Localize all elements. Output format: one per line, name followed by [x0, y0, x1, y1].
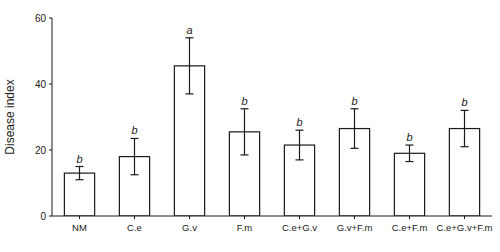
error-cap: [131, 138, 139, 139]
x-tick-label: C.e+G.v: [282, 222, 317, 233]
x-tick: [464, 216, 465, 219]
x-tick: [299, 216, 300, 219]
x-tick: [354, 216, 355, 219]
x-tick-label: C.e+F.m: [392, 222, 428, 233]
error-bar: [131, 138, 139, 174]
error-line: [79, 167, 80, 180]
x-tick-label: G.v: [182, 222, 197, 233]
error-cap: [131, 174, 139, 175]
chart-svg: b b a b b b b b 0 20 40 60 NM C.e G.v F.m C.e+G.v G.v+F.m…: [0, 0, 500, 252]
x-tick: [409, 216, 410, 219]
error-cap: [186, 37, 194, 38]
y-tick-label: 0: [40, 211, 46, 222]
bar: [394, 153, 424, 216]
error-line: [409, 145, 410, 162]
error-cap: [351, 108, 359, 109]
error-cap: [461, 146, 469, 147]
error-bar: [406, 145, 414, 162]
x-tick-label: NM: [72, 222, 87, 233]
significance-label: b: [131, 124, 137, 136]
error-cap: [76, 166, 84, 167]
error-bar: [461, 110, 469, 146]
y-tick: [49, 84, 52, 85]
error-cap: [351, 148, 359, 149]
y-tick-label: 60: [35, 13, 47, 24]
y-tick-label: 20: [35, 145, 47, 156]
error-cap: [296, 159, 304, 160]
error-cap: [406, 144, 414, 145]
y-tick: [49, 150, 52, 151]
significance-label: a: [186, 24, 192, 36]
error-line: [354, 109, 355, 149]
error-cap: [406, 161, 414, 162]
y-axis-line: [52, 18, 53, 216]
error-bar: [296, 130, 304, 160]
error-bar: [186, 38, 194, 94]
significance-label: b: [241, 95, 247, 107]
significance-label: b: [461, 96, 467, 108]
error-cap: [76, 179, 84, 180]
y-axis-label: Disease index: [3, 79, 17, 154]
significance-label: b: [76, 153, 82, 165]
error-cap: [241, 108, 249, 109]
x-tick: [189, 216, 190, 219]
error-line: [464, 110, 465, 146]
bar: [64, 173, 94, 216]
x-tick: [79, 216, 80, 219]
error-bar: [241, 109, 249, 155]
error-bar: [351, 109, 359, 149]
error-cap: [241, 154, 249, 155]
x-tick-label: C.e+G.v+F.m: [437, 222, 493, 233]
error-bar: [76, 167, 84, 180]
significance-label: b: [296, 116, 302, 128]
error-cap: [186, 93, 194, 94]
x-tick-label: F.m: [237, 222, 252, 233]
significance-label: b: [406, 131, 412, 143]
error-line: [134, 138, 135, 174]
y-tick: [49, 18, 52, 19]
x-axis-line: [52, 216, 492, 217]
x-tick: [134, 216, 135, 219]
significance-label: b: [351, 95, 357, 107]
error-line: [299, 130, 300, 160]
error-line: [189, 38, 190, 94]
x-tick: [244, 216, 245, 219]
error-cap: [296, 130, 304, 131]
error-line: [244, 109, 245, 155]
error-cap: [461, 110, 469, 111]
x-tick-label: G.v+F.m: [337, 222, 373, 233]
y-tick: [49, 216, 52, 217]
chart-container: b b a b b b b b 0 20 40 60 NM C.e G.v F.m C.e+G.v G.v+F.m…: [0, 0, 500, 252]
plot-area: [64, 38, 479, 216]
y-tick-label: 40: [35, 79, 47, 90]
x-tick-label: C.e: [127, 222, 142, 233]
